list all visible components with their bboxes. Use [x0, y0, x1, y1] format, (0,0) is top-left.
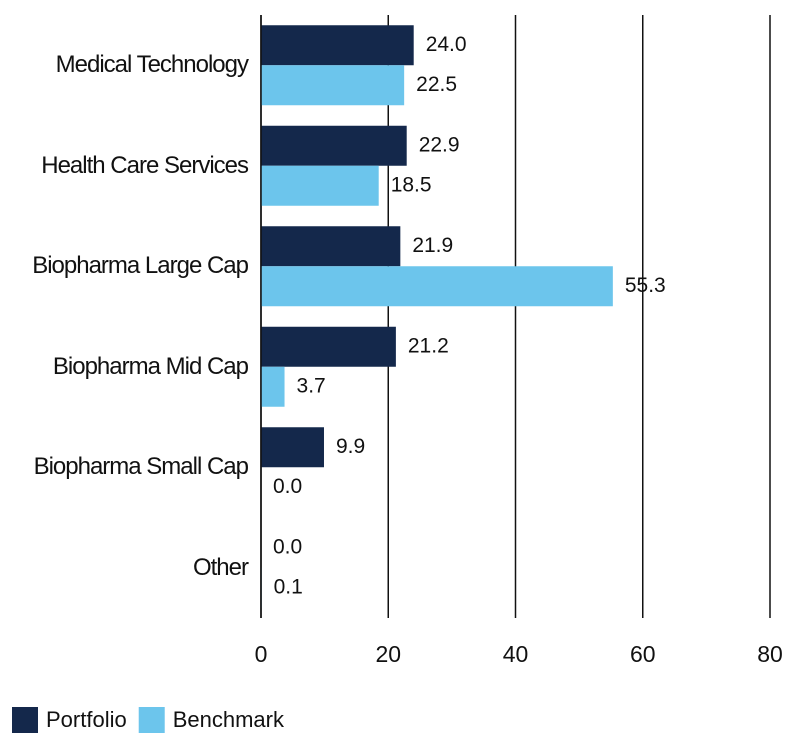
bar [261, 366, 285, 407]
value-label: 9.9 [336, 435, 365, 458]
legend-swatch [12, 707, 38, 733]
value-label: 0.1 [274, 575, 303, 598]
x-tick-label: 0 [255, 641, 268, 667]
legend-swatch [138, 707, 165, 733]
bar [261, 326, 396, 367]
value-label: 55.3 [625, 274, 666, 297]
bar [261, 226, 401, 267]
category-label: Biopharma Large Cap [32, 252, 249, 280]
category-label: Health Care Services [41, 151, 249, 179]
value-label: 0.0 [273, 535, 302, 558]
category-label: Biopharma Small Cap [33, 453, 249, 481]
bar [261, 65, 405, 106]
category-label: Biopharma Mid Cap [52, 352, 249, 380]
value-label: 0.0 [273, 475, 302, 498]
x-tick-label: 20 [375, 641, 401, 667]
value-label: 3.7 [297, 374, 326, 397]
value-label: 21.2 [408, 334, 449, 357]
x-tick-label: 80 [757, 641, 783, 667]
legend-label: Benchmark [173, 707, 285, 732]
category-label: Medical Technology [55, 51, 249, 79]
value-label: 21.9 [412, 234, 453, 257]
value-label: 22.5 [416, 73, 457, 96]
bar [261, 427, 324, 468]
bar [261, 25, 414, 66]
value-label: 18.5 [391, 173, 432, 196]
x-tick-label: 40 [503, 641, 529, 667]
bar [261, 266, 613, 307]
value-label: 24.0 [426, 33, 467, 56]
bar [261, 165, 379, 206]
value-label: 22.9 [419, 133, 460, 156]
x-tick-label: 60 [630, 641, 656, 667]
bar [261, 125, 407, 166]
category-label: Other [192, 553, 249, 581]
legend-label: Portfolio [46, 707, 127, 732]
